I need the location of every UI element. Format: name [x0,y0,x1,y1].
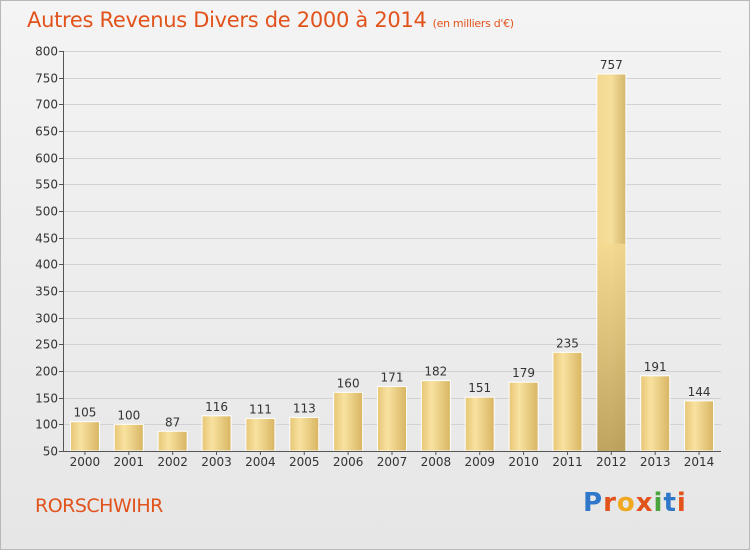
data-label-2010: 179 [512,366,535,380]
x-tick-label-2004: 2004 [245,455,276,469]
proxiti-logo[interactable]: Proxiti [583,488,687,518]
bar-2000 [69,421,100,452]
bar-2010 [508,381,539,452]
x-tick-label-2007: 2007 [377,455,408,469]
bar-shade-2012 [597,243,626,451]
chart-title-text: Autres Revenus Divers de 2000 à 2014 [27,8,427,32]
y-tick-label: 400 [35,258,58,272]
y-tick-label: 50 [43,445,58,459]
logo-letter: x [635,488,654,518]
x-tick-label-2003: 2003 [201,455,232,469]
y-tick-label: 500 [35,205,58,219]
data-label-2006: 160 [337,376,360,390]
x-tick-label-2013: 2013 [640,455,671,469]
bar-2007 [377,385,407,452]
bar-2011 [552,351,583,452]
x-tick-label-2009: 2009 [464,455,495,469]
chart-subtitle: (en milliers d'€) [432,17,514,30]
bar-2006 [333,391,364,452]
x-tick-label-2014: 2014 [684,455,715,469]
y-tick-label: 800 [35,45,58,59]
bar-2003 [201,415,232,452]
x-tick-label-2012: 2012 [596,455,627,469]
bar-2009 [464,396,495,452]
y-tick-label: 450 [35,232,58,246]
bar-2005 [289,416,320,452]
y-tick-label: 650 [35,125,58,139]
data-label-2013: 191 [644,360,667,374]
x-tick-label-2000: 2000 [70,455,101,469]
x-tick-label-2005: 2005 [289,455,320,469]
x-axis: 2000 2001 2002 2003 2004 2005 2006 2007 2008 2009… [63,451,721,469]
x-tick-label-2006: 2006 [333,455,364,469]
y-tick-label: 750 [35,72,58,86]
y-tick-label: 200 [35,365,58,379]
bars: 105 100 87 116 111 113 160 171 182 151 179 235 757 19… [69,58,715,452]
bar-2008 [420,380,451,452]
x-tick-label-2011: 2011 [552,455,583,469]
logo-letter: r [603,488,617,518]
logo-letter: P [583,488,604,518]
x-tick-label-2002: 2002 [157,455,188,469]
logo-letter: i [653,488,664,518]
x-tick-label-2001: 2001 [114,455,145,469]
y-tick-label: 700 [35,98,58,112]
chart-title: Autres Revenus Divers de 2000 à 2014 (en … [27,8,514,32]
data-label-2008: 182 [424,365,447,379]
data-label-2011: 235 [556,336,579,350]
bar-2013 [640,375,671,452]
data-label-2003: 116 [205,400,228,414]
logo-letter: t [663,488,677,518]
logo-letter: i [676,488,687,518]
y-tick-label: 150 [35,392,58,406]
data-label-2002: 87 [165,415,180,429]
y-tick-label: 350 [35,285,58,299]
bar-2002 [157,430,188,452]
data-label-2005: 113 [293,401,316,415]
y-axis: 50 100 150 200 250 300 350 400 450 500 550 600 650 70… [35,45,64,459]
data-label-2007: 171 [381,370,404,384]
bar-2014 [684,400,715,452]
y-tick-label: 250 [35,338,58,352]
logo-letter: o [616,488,636,518]
data-label-2004: 111 [249,402,272,416]
y-tick-label: 550 [35,178,58,192]
y-tick-label: 300 [35,312,58,326]
x-tick-label-2010: 2010 [508,455,539,469]
data-label-2012: 757 [600,58,623,72]
y-tick-label: 600 [35,152,58,166]
data-label-2001: 100 [117,408,140,422]
bar-2001 [113,423,144,452]
x-tick-label-2008: 2008 [421,455,452,469]
data-label-2014: 144 [688,385,711,399]
data-label-2009: 151 [468,381,491,395]
commune-name: RORSCHWIHR [35,495,163,517]
bar-2004 [245,417,276,452]
data-label-2000: 105 [73,406,96,420]
y-tick-label: 100 [35,418,58,432]
